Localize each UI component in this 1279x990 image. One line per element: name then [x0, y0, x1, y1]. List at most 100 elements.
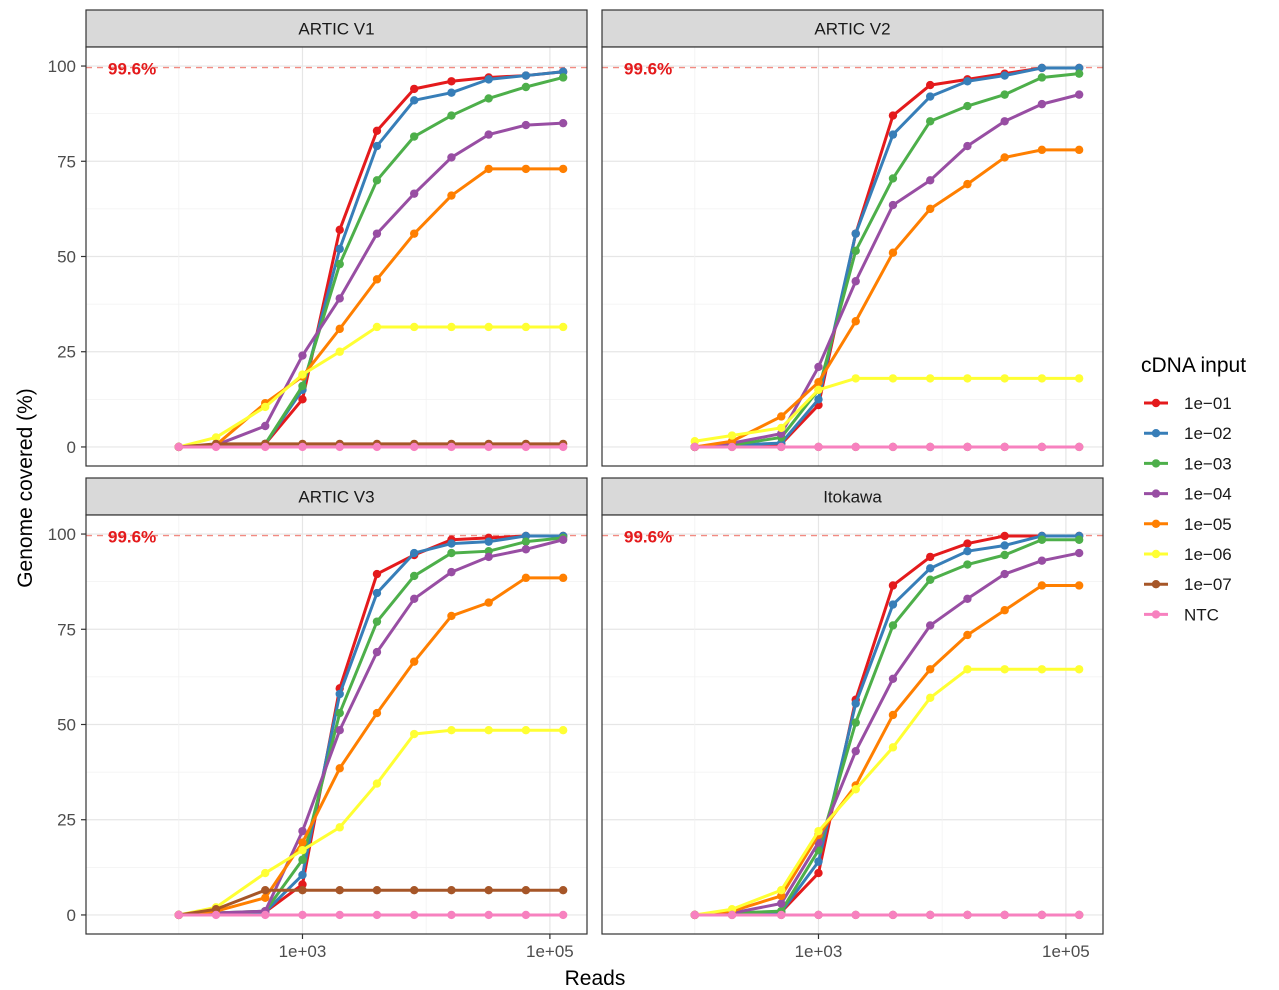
- data-point: [925, 575, 935, 584]
- legend-label: 1e−03: [1184, 454, 1232, 473]
- series-1e-04: [690, 90, 1084, 452]
- data-point: [447, 910, 456, 920]
- data-point: [372, 647, 382, 657]
- facet-title: ARTIC V3: [298, 488, 374, 507]
- legend-label: 1e−06: [1184, 545, 1232, 564]
- data-point: [925, 442, 935, 452]
- legend-label: 1e−05: [1184, 515, 1232, 534]
- series-NTC: [174, 442, 568, 452]
- data-point: [298, 855, 307, 864]
- x-tick-label: 1e+05: [526, 942, 574, 961]
- data-point: [1000, 531, 1009, 541]
- legend-label: NTC: [1184, 605, 1219, 624]
- legend-key-point: [1151, 610, 1161, 619]
- data-point: [521, 82, 531, 92]
- data-point: [888, 581, 898, 590]
- series-group: [174, 531, 568, 920]
- data-point: [447, 153, 456, 162]
- data-point: [851, 699, 860, 708]
- series-group: [174, 67, 568, 452]
- facet-title: Itokawa: [823, 488, 882, 507]
- series-NTC: [690, 910, 1084, 920]
- data-point: [963, 665, 972, 674]
- data-point: [851, 229, 860, 238]
- data-point: [727, 442, 737, 452]
- data-point: [484, 322, 493, 332]
- data-point: [335, 726, 344, 735]
- data-point: [925, 910, 935, 920]
- legend-key-point: [1151, 429, 1161, 438]
- data-point: [558, 573, 568, 583]
- data-point: [963, 560, 972, 569]
- data-point: [447, 191, 456, 200]
- panel: ARTIC V3 99.6% 0 25 50 75 100 1e+03 1e+05: [48, 477, 588, 961]
- data-point: [261, 885, 270, 895]
- data-point: [484, 442, 493, 452]
- data-point: [558, 885, 568, 895]
- data-point: [409, 910, 419, 920]
- data-point: [1074, 581, 1084, 590]
- data-point: [1074, 374, 1084, 383]
- data-point: [558, 535, 568, 544]
- data-point: [447, 611, 456, 621]
- legend-item: 1e−02: [1144, 424, 1232, 443]
- data-point: [1037, 442, 1047, 452]
- data-point: [372, 617, 382, 626]
- data-point: [211, 910, 221, 920]
- data-point: [261, 910, 270, 920]
- data-point: [963, 101, 972, 111]
- data-point: [888, 674, 898, 683]
- data-point: [447, 322, 456, 332]
- data-point: [372, 229, 382, 238]
- data-point: [777, 899, 786, 908]
- data-point: [1074, 69, 1084, 78]
- data-point: [1074, 442, 1084, 452]
- data-point: [372, 442, 382, 452]
- data-point: [777, 910, 786, 920]
- data-point: [211, 442, 221, 452]
- data-point: [521, 164, 531, 174]
- data-point: [888, 174, 898, 183]
- data-point: [447, 567, 456, 577]
- data-point: [409, 229, 419, 238]
- data-point: [1074, 665, 1084, 674]
- panel: ARTIC V1 99.6% 0 25 50 75 100: [48, 9, 588, 467]
- data-point: [1000, 541, 1009, 550]
- data-point: [409, 442, 419, 452]
- data-point: [521, 885, 531, 895]
- legend-item: 1e−05: [1144, 515, 1232, 534]
- data-point: [1074, 145, 1084, 155]
- x-tick-label: 1e+05: [1042, 942, 1090, 961]
- data-point: [409, 132, 419, 141]
- data-point: [298, 351, 307, 360]
- series-NTC: [690, 442, 1084, 452]
- data-point: [963, 594, 972, 603]
- data-point: [963, 179, 972, 189]
- data-point: [1000, 550, 1009, 560]
- data-point: [335, 764, 344, 773]
- data-point: [409, 189, 419, 198]
- data-point: [335, 347, 344, 356]
- data-point: [963, 539, 972, 548]
- data-point: [409, 96, 419, 105]
- data-point: [372, 176, 382, 185]
- data-point: [888, 248, 898, 257]
- data-point: [963, 630, 972, 640]
- facet-title: ARTIC V1: [298, 20, 374, 39]
- data-point: [1000, 442, 1009, 452]
- data-point: [1000, 910, 1009, 920]
- x-tick-label: 1e+03: [795, 942, 843, 961]
- y-tick-label: 50: [57, 248, 76, 267]
- data-point: [372, 141, 382, 151]
- facet-title: ARTIC V2: [814, 20, 890, 39]
- data-point: [814, 362, 823, 372]
- data-point: [814, 378, 823, 387]
- data-point: [814, 857, 823, 866]
- y-tick-label: 75: [57, 152, 76, 171]
- data-point: [298, 870, 307, 880]
- data-point: [1037, 145, 1047, 155]
- data-point: [335, 708, 344, 718]
- data-point: [372, 910, 382, 920]
- data-point: [558, 118, 568, 128]
- legend-key-point: [1151, 459, 1161, 468]
